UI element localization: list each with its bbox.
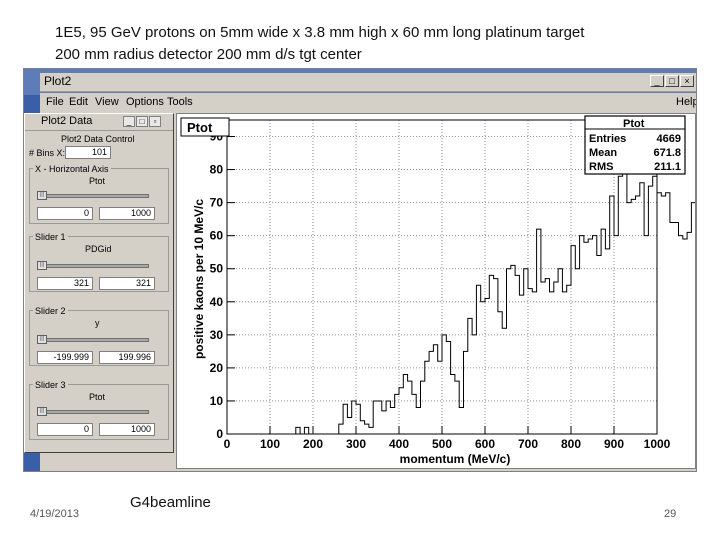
y-tick-label: 60 — [210, 229, 224, 243]
menu-tools[interactable]: Tools — [167, 96, 193, 108]
x-axis-slider-handle[interactable]: ||| — [37, 191, 47, 200]
footer-label: G4beamline — [130, 494, 211, 511]
y-tick-label: 70 — [210, 196, 224, 210]
slider-3-min-input[interactable]: 0 — [37, 423, 93, 436]
slider-3-label: Slider 3 — [33, 380, 68, 390]
x-tick-label: 400 — [389, 437, 409, 451]
slider-1-label: Slider 1 — [33, 232, 68, 242]
stats-rms-label: RMS — [589, 161, 613, 173]
slider-3-track[interactable] — [37, 410, 149, 414]
menu-bar: File Edit View Options Tools Help — [40, 93, 696, 111]
x-tick-label: 200 — [303, 437, 323, 451]
x-tick-label: 700 — [518, 437, 538, 451]
menu-file[interactable]: File — [46, 96, 64, 108]
slide-title: 1E5, 95 GeV protons on 5mm wide x 3.8 mm… — [55, 22, 695, 66]
slider-2-track[interactable] — [37, 338, 149, 342]
x-axis-title: momentum (MeV/c) — [400, 452, 511, 466]
slide-title-line-1: 1E5, 95 GeV protons on 5mm wide x 3.8 mm… — [55, 24, 585, 41]
slider-1-max-input[interactable]: 321 — [99, 277, 155, 290]
restore-icon[interactable]: ▫ — [149, 116, 161, 127]
plot2-data-panel: Plot2 Data _ □ ▫ Plot2 Data Control # Bi… — [24, 113, 174, 453]
stats-entries-label: Entries — [589, 133, 626, 145]
stats-mean-value: 671.8 — [653, 147, 681, 159]
chart-title-box — [180, 117, 230, 137]
close-icon[interactable]: × — [680, 75, 694, 87]
maximize-icon[interactable]: □ — [665, 75, 679, 87]
y-tick-label: 30 — [210, 328, 224, 342]
chart-title: Ptot — [187, 120, 213, 135]
y-tick-label: 40 — [210, 295, 224, 309]
stats-rms-value: 211.1 — [654, 161, 681, 173]
stats-box — [584, 115, 686, 175]
slider-1-group — [29, 236, 169, 292]
x-axis-min-input[interactable]: 0 — [37, 207, 93, 220]
plot-canvas[interactable]: 0 10 20 30 40 50 60 70 80 90 0 100 200 300 400 500 600 7… — [176, 113, 696, 469]
bins-label: # Bins X: — [29, 148, 66, 158]
histogram-series-line — [227, 169, 695, 435]
slider-1-track[interactable] — [37, 264, 149, 268]
slide-title-line-2: 200 mm radius detector 200 mm d/s tgt ce… — [55, 46, 362, 63]
slider-2-min-input[interactable]: -199.999 — [37, 351, 93, 364]
y-tick-label: 0 — [216, 427, 223, 441]
y-tick-label: 50 — [210, 262, 224, 276]
x-tick-label: 1000 — [644, 437, 671, 451]
slider-2-max-input[interactable]: 199.996 — [99, 351, 155, 364]
bins-input[interactable]: 101 — [65, 146, 111, 159]
slider-2-group — [29, 310, 169, 366]
plot2-window: Plot2 _ □ × File Edit View Options Tools… — [23, 68, 697, 472]
x-tick-label: 800 — [561, 437, 581, 451]
slider-2-label: Slider 2 — [33, 306, 68, 316]
y-axis-title: positive kaons per 10 MeV/c — [192, 199, 206, 359]
stats-title: Ptot — [623, 118, 645, 130]
stats-mean-label: Mean — [589, 147, 617, 159]
minimize-icon[interactable]: _ — [123, 116, 135, 127]
slider-3-variable: Ptot — [89, 392, 106, 402]
slider-1-variable: PDGid — [85, 244, 112, 254]
stats-entries-value: 4669 — [657, 133, 681, 145]
x-axis-label: X - Horizontal Axis — [33, 164, 111, 174]
data-panel-titlebar[interactable]: Plot2 Data _ □ ▫ — [25, 114, 173, 131]
slider-3-group — [29, 384, 169, 440]
x-axis-max-input[interactable]: 1000 — [99, 207, 155, 220]
slider-3-handle[interactable]: ||| — [37, 407, 47, 416]
menu-options[interactable]: Options — [126, 96, 164, 108]
x-tick-label: 300 — [346, 437, 366, 451]
window-title: Plot2 — [44, 74, 72, 88]
data-panel-title: Plot2 Data — [41, 115, 93, 127]
x-tick-label: 500 — [432, 437, 452, 451]
slider-2-variable: y — [95, 318, 100, 328]
menu-help[interactable]: Help — [676, 96, 697, 108]
x-axis-variable: Ptot — [89, 176, 106, 186]
x-tick-label: 600 — [475, 437, 495, 451]
x-tick-label: 100 — [260, 437, 280, 451]
slider-1-min-input[interactable]: 321 — [37, 277, 93, 290]
plot2-titlebar[interactable]: Plot2 _ □ × — [40, 73, 696, 92]
slider-2-handle[interactable]: ||| — [37, 335, 47, 344]
slider-1-handle[interactable]: ||| — [37, 261, 47, 270]
menu-view[interactable]: View — [95, 96, 119, 108]
x-tick-label: 0 — [224, 437, 231, 451]
footer-date: 4/19/2013 — [30, 508, 79, 520]
slider-3-max-input[interactable]: 1000 — [99, 423, 155, 436]
minimize-icon[interactable]: _ — [650, 75, 664, 87]
menu-edit[interactable]: Edit — [69, 96, 88, 108]
x-axis-slider[interactable] — [37, 194, 149, 198]
data-control-label: Plot2 Data Control — [61, 134, 135, 144]
page-number: 29 — [664, 508, 677, 520]
y-tick-label: 80 — [210, 163, 224, 177]
y-tick-label: 10 — [210, 394, 224, 408]
maximize-icon[interactable]: □ — [136, 116, 148, 127]
x-tick-label: 900 — [604, 437, 624, 451]
y-tick-label: 20 — [210, 361, 224, 375]
